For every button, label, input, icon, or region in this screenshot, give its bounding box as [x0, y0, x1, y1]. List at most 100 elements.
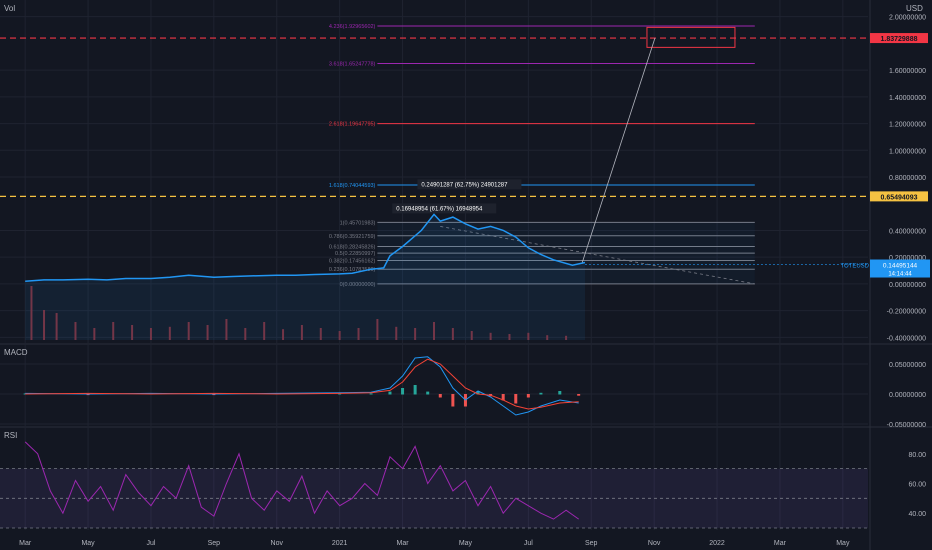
volume-bar: [470, 331, 473, 340]
macd-histogram-bar: [501, 394, 505, 401]
annotation-bg: [417, 179, 522, 190]
volume-bar: [319, 328, 322, 340]
x-tick-label: Nov: [271, 540, 284, 547]
y-tick-label: 0.40000000: [889, 228, 926, 235]
volume-bar: [112, 322, 115, 340]
fib-zone: [377, 222, 755, 284]
fib-level-label: 1(0.45701983): [340, 220, 376, 226]
volume-bar: [206, 325, 209, 340]
macd-tick-label: 0.00000000: [889, 392, 926, 399]
volume-bar: [131, 325, 134, 340]
volume-bar: [489, 332, 492, 340]
x-tick-label: Sep: [585, 540, 598, 547]
volume-bar: [187, 322, 190, 340]
fib-level-label: 0(0.00000000): [340, 282, 376, 288]
annotation-label: 0.16948954 (61.67%) 16948954: [396, 206, 483, 212]
volume-bar: [282, 329, 285, 340]
volume-bar: [376, 319, 379, 340]
volume-bar: [527, 332, 530, 340]
volume-bar: [93, 328, 96, 340]
rsi-pane-title: RSI: [4, 431, 18, 440]
volume-bar: [74, 322, 77, 340]
macd-histogram-bar: [369, 393, 373, 395]
projection-line: [581, 37, 656, 264]
current-price-countdown: 14:14:44: [888, 272, 912, 278]
macd-histogram-bar: [413, 385, 417, 395]
volume-bar: [225, 319, 228, 340]
x-tick-label: May: [836, 540, 850, 547]
x-tick-label: Mar: [19, 540, 32, 547]
target-box: [646, 26, 736, 48]
macd-histogram-bar: [577, 394, 581, 396]
macd-histogram-bar: [401, 388, 405, 395]
currency-label: USD: [906, 4, 923, 13]
fib-level-label: 4.236(1.92965602): [329, 24, 376, 30]
macd-pane-title: MACD: [4, 348, 28, 357]
macd-histogram-bar: [451, 394, 455, 407]
fib-level-label: 0.5(0.22850997): [335, 251, 376, 257]
x-tick-label: May: [459, 540, 473, 547]
macd-histogram-bar: [514, 394, 518, 404]
price-line: [25, 213, 586, 282]
x-tick-label: Mar: [397, 540, 410, 547]
macd-histogram-bar: [23, 393, 27, 395]
volume-bar: [414, 328, 417, 340]
x-tick-label: Mar: [774, 540, 787, 547]
y-tick-label: 1.20000000: [889, 122, 926, 129]
volume-bar: [433, 322, 435, 340]
y-tick-label: 0.00000000: [889, 282, 926, 289]
fib-level-label: 0.618(0.28245826): [329, 244, 376, 250]
target-badge: [870, 191, 928, 202]
ticker-label: TOTEUSD: [840, 264, 869, 270]
volume-bar: [149, 328, 152, 340]
x-tick-label: Nov: [648, 540, 661, 547]
volume-bar: [395, 326, 398, 340]
fib-level-label: 0.786(0.35921759): [329, 234, 376, 240]
macd-histogram-bar: [539, 392, 543, 395]
current-price-label: 0.14495144: [883, 263, 918, 270]
macd-histogram-bar: [526, 394, 530, 398]
main-pane-title: Vol: [4, 4, 16, 13]
macd-histogram-bar: [558, 391, 562, 395]
macd-histogram-bar: [338, 393, 342, 395]
x-tick-label: Jul: [524, 540, 533, 547]
annotation-label: 0.24901287 (62.75%) 24901287: [421, 182, 508, 188]
y-tick-label: 2.00000000: [889, 15, 926, 22]
macd-histogram-bar: [426, 391, 430, 395]
target-label: 1.83729888: [881, 36, 918, 43]
y-tick-label: -0.20000000: [887, 309, 926, 316]
trend-line: [440, 226, 755, 285]
volume-bar: [546, 335, 549, 340]
fib-level-label: 0.382(0.17456162): [329, 259, 376, 265]
macd-tick-label: -0.05000000: [887, 422, 926, 429]
volume-bar: [168, 326, 171, 340]
x-tick-label: Sep: [208, 540, 221, 547]
volume-bar: [43, 310, 46, 340]
fib-level-label: 1.618(0.74044593): [329, 183, 376, 189]
macd-histogram-bar: [438, 394, 442, 398]
volume-bar: [357, 328, 360, 340]
macd-histogram-bar: [86, 394, 90, 396]
volume-bar: [338, 331, 341, 340]
rsi-tick-label: 60.00: [908, 481, 926, 488]
volume-bar: [565, 335, 568, 340]
volume-bar: [55, 313, 58, 340]
signal-line: [25, 358, 579, 410]
y-tick-label: 0.80000000: [889, 175, 926, 182]
annotation-bg: [392, 203, 497, 214]
target-badge: [870, 33, 928, 44]
price-area: [25, 214, 585, 340]
target-label: 0.65494093: [881, 194, 918, 201]
y-tick-label: 1.00000000: [889, 148, 926, 155]
macd-tick-label: 0.05000000: [889, 362, 926, 369]
volume-bar: [451, 328, 454, 340]
x-tick-label: 2021: [332, 540, 348, 547]
fib-level-label: 0.236(0.10783580): [329, 267, 376, 273]
rsi-tick-label: 40.00: [908, 511, 926, 518]
rsi-line: [24, 441, 579, 520]
volume-bar: [508, 334, 511, 340]
y-tick-label: 0.20000000: [889, 255, 926, 262]
